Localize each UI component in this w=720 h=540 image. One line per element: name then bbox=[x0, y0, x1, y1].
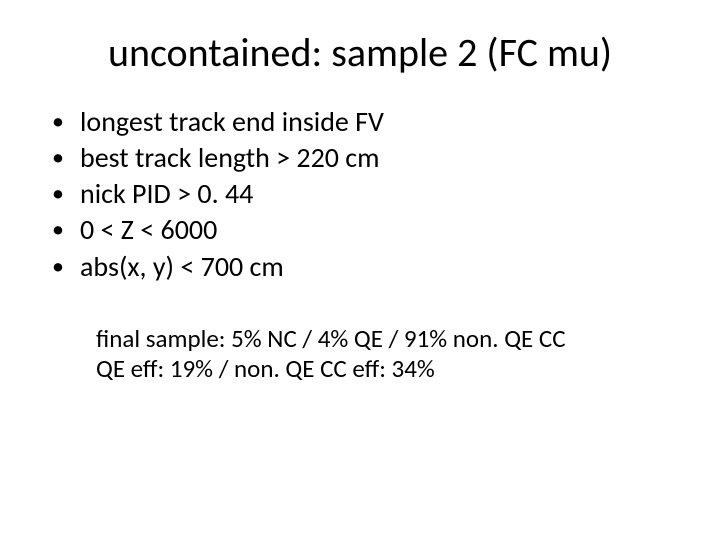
bullet-list: longest track end inside FV best track l… bbox=[52, 105, 680, 284]
slide-title: uncontained: sample 2 (FC mu) bbox=[40, 28, 680, 77]
list-item: 0 < Z < 6000 bbox=[52, 213, 680, 247]
summary-line-1: final sample: 5% NC / 4% QE / 91% non. Q… bbox=[96, 324, 680, 355]
list-item: longest track end inside FV bbox=[52, 105, 680, 139]
summary-line-2: QE eff: 19% / non. QE CC eff: 34% bbox=[96, 354, 680, 385]
list-item: nick PID > 0. 44 bbox=[52, 177, 680, 211]
summary-block: final sample: 5% NC / 4% QE / 91% non. Q… bbox=[96, 324, 680, 385]
list-item: abs(x, y) < 700 cm bbox=[52, 250, 680, 284]
list-item: best track length > 220 cm bbox=[52, 141, 680, 175]
slide: uncontained: sample 2 (FC mu) longest tr… bbox=[0, 0, 720, 540]
